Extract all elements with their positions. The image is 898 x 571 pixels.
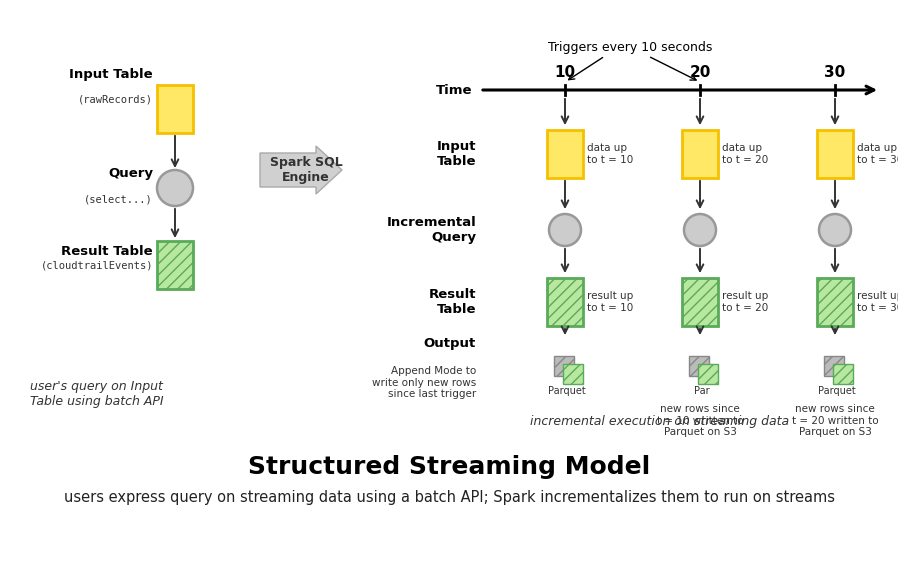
Text: Result Table: Result Table	[61, 245, 153, 258]
Text: Par: Par	[694, 386, 709, 396]
Text: user's query on Input
Table using batch API: user's query on Input Table using batch …	[30, 380, 163, 408]
Bar	[689, 356, 709, 376]
Text: Output: Output	[424, 337, 476, 351]
Bar	[563, 364, 583, 384]
Text: data up
to t = 30: data up to t = 30	[857, 143, 898, 165]
Text: users express query on streaming data using a batch API; Spark incrementalizes t: users express query on streaming data us…	[64, 490, 834, 505]
Bar	[157, 241, 193, 289]
Text: Parquet: Parquet	[818, 386, 856, 396]
Bar	[547, 130, 583, 178]
Text: incremental execution on streaming data: incremental execution on streaming data	[531, 415, 789, 428]
Bar	[554, 356, 574, 376]
Circle shape	[549, 214, 581, 246]
Circle shape	[684, 214, 716, 246]
Text: Query: Query	[108, 167, 153, 180]
Bar	[698, 364, 718, 384]
Text: Triggers every 10 seconds: Triggers every 10 seconds	[548, 42, 712, 54]
Text: data up
to t = 20: data up to t = 20	[722, 143, 769, 165]
Bar	[817, 278, 853, 326]
Text: Parquet: Parquet	[548, 386, 585, 396]
Bar	[833, 364, 853, 384]
Text: result up
to t = 20: result up to t = 20	[722, 291, 769, 313]
FancyArrow shape	[260, 146, 342, 194]
Text: Time: Time	[436, 83, 472, 96]
Text: (cloudtrailEvents): (cloudtrailEvents)	[40, 261, 153, 271]
Circle shape	[819, 214, 851, 246]
Bar	[817, 130, 853, 178]
Bar	[682, 278, 718, 326]
Text: result up
to t = 30: result up to t = 30	[857, 291, 898, 313]
Bar	[547, 278, 583, 326]
Text: result up
to t = 10: result up to t = 10	[587, 291, 633, 313]
Bar	[682, 130, 718, 178]
Text: 10: 10	[554, 65, 576, 80]
Text: new rows since
t = 20 written to
Parquet on S3: new rows since t = 20 written to Parquet…	[792, 404, 878, 437]
Text: 20: 20	[690, 65, 710, 80]
Text: Spark SQL
Engine: Spark SQL Engine	[269, 156, 342, 184]
Text: new rows since
t = 10 written to
Parquet on S3: new rows since t = 10 written to Parquet…	[656, 404, 744, 437]
Text: Structured Streaming Model: Structured Streaming Model	[248, 455, 650, 479]
Text: Incremental
Query: Incremental Query	[386, 216, 476, 244]
Bar	[157, 85, 193, 133]
Text: 30: 30	[824, 65, 846, 80]
Circle shape	[157, 170, 193, 206]
Bar	[824, 356, 844, 376]
Text: Result
Table: Result Table	[428, 288, 476, 316]
Text: Append Mode to
write only new rows
since last trigger: Append Mode to write only new rows since…	[372, 366, 476, 399]
Text: data up
to t = 10: data up to t = 10	[587, 143, 633, 165]
Text: (rawRecords): (rawRecords)	[78, 95, 153, 105]
Text: (select...): (select...)	[84, 194, 153, 204]
Text: Input
Table: Input Table	[436, 140, 476, 168]
Text: Input Table: Input Table	[69, 68, 153, 81]
